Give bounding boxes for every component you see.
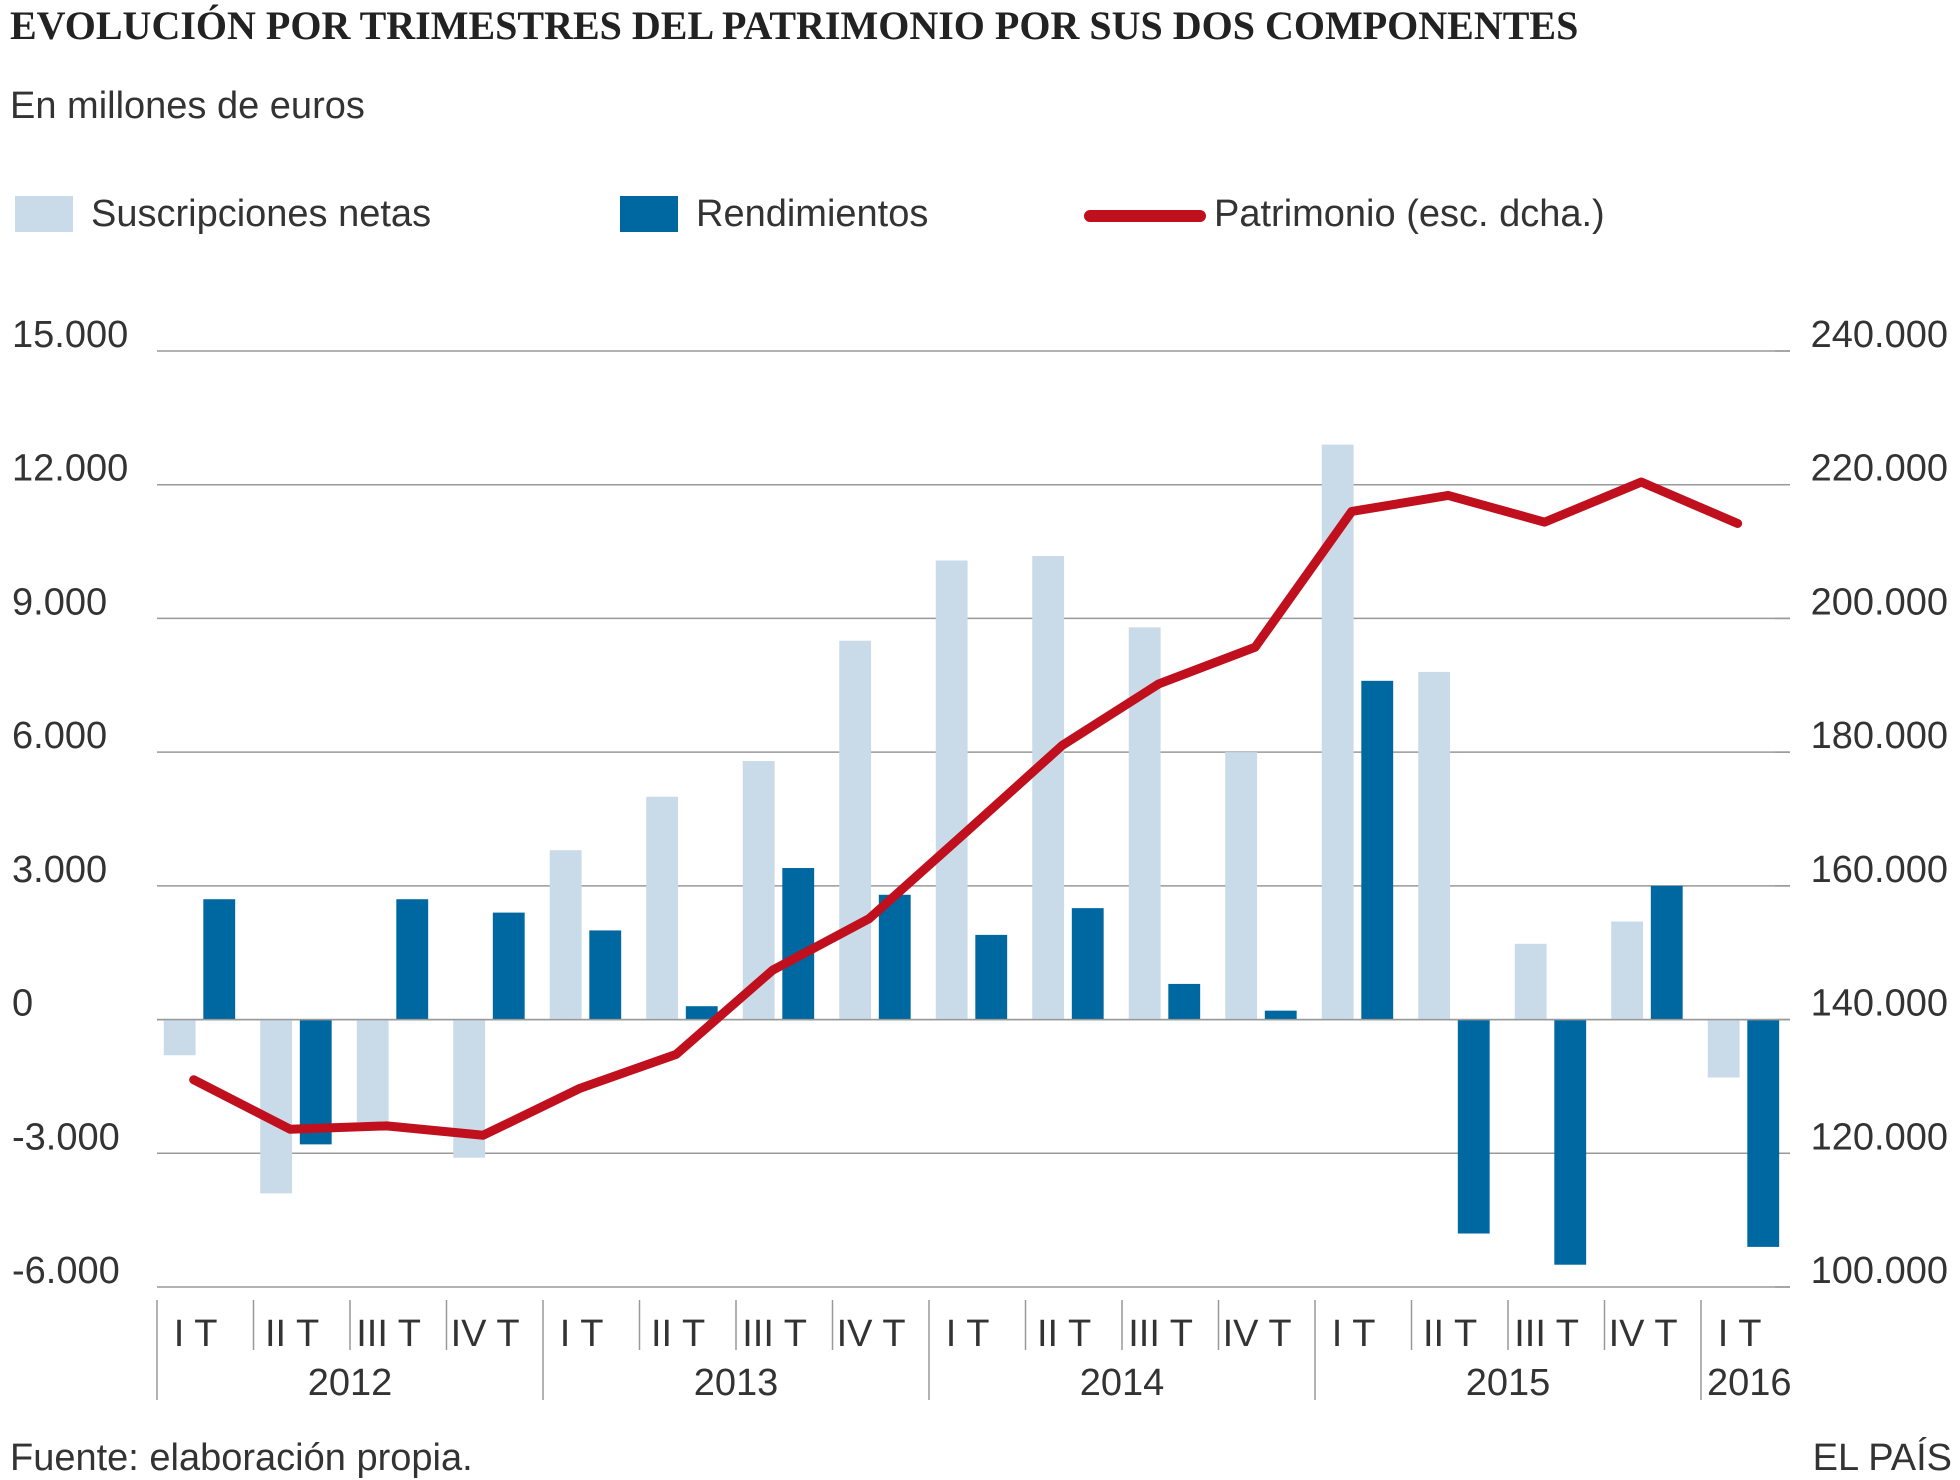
y2-tick-label: 160.000 — [1811, 849, 1948, 891]
line-series — [189, 477, 1743, 1140]
bar — [782, 868, 815, 1020]
bar — [1264, 1010, 1297, 1020]
bar — [1071, 908, 1104, 1020]
x-group-label: 2015 — [1466, 1362, 1551, 1404]
bar — [1032, 556, 1065, 1020]
x-tick-label: III T — [742, 1313, 807, 1355]
x-tick-label: IV T — [1223, 1313, 1292, 1355]
y2-tick-label: 180.000 — [1811, 715, 1948, 757]
y2-tick-label: 240.000 — [1811, 314, 1948, 356]
x-group-label: 2016 — [1707, 1362, 1792, 1404]
x-tick-label: I T — [174, 1313, 218, 1355]
legend-label: Suscripciones netas — [91, 193, 431, 235]
y2-tick-label: 100.000 — [1811, 1250, 1948, 1292]
bar — [1747, 1019, 1780, 1247]
bar — [356, 1019, 389, 1123]
bar — [646, 796, 679, 1020]
y-tick-label: -3.000 — [12, 1116, 120, 1158]
x-tick-label: I T — [560, 1313, 604, 1355]
x-tick-label: III T — [1128, 1313, 1193, 1355]
bar — [1361, 680, 1394, 1020]
y2-tick-label: 120.000 — [1811, 1116, 1948, 1158]
y-tick-label: -6.000 — [12, 1250, 120, 1292]
x-tick-label: I T — [1332, 1313, 1376, 1355]
x-tick-label: II T — [265, 1313, 319, 1355]
bar — [549, 850, 582, 1020]
x-tick-label: III T — [356, 1313, 421, 1355]
y-tick-label: 6.000 — [12, 715, 107, 757]
x-group-label: 2013 — [694, 1362, 779, 1404]
x-tick-label: I T — [1718, 1313, 1762, 1355]
bar — [396, 899, 429, 1020]
y-tick-label: 15.000 — [12, 314, 128, 356]
x-tick-label: II T — [1037, 1313, 1091, 1355]
y-tick-label: 3.000 — [12, 849, 107, 891]
bar — [1554, 1019, 1587, 1265]
brand: EL PAÍS — [1813, 1436, 1952, 1479]
x-group-label: 2012 — [308, 1362, 393, 1404]
y2-tick-label: 220.000 — [1811, 448, 1948, 490]
x-tick-label: II T — [1423, 1313, 1477, 1355]
bar — [839, 640, 872, 1020]
source: Fuente: elaboración propia. — [10, 1437, 473, 1479]
bar — [1707, 1019, 1740, 1078]
chart-subtitle: En millones de euros — [10, 85, 365, 127]
bar — [1225, 752, 1258, 1020]
chart-title: EVOLUCIÓN POR TRIMESTRES DEL PATRIMONIO … — [10, 3, 1578, 48]
x-tick-label: IV T — [837, 1313, 906, 1355]
bar — [1611, 921, 1644, 1020]
bar — [1418, 671, 1451, 1020]
bar — [1457, 1019, 1490, 1234]
x-tick-label: IV T — [1609, 1313, 1678, 1355]
y-tick-label: 9.000 — [12, 581, 107, 623]
x-tick-label: IV T — [451, 1313, 520, 1355]
bar — [260, 1019, 293, 1194]
bar — [685, 1006, 718, 1020]
x-group-label: 2014 — [1080, 1362, 1165, 1404]
legend-label: Rendimientos — [696, 193, 928, 235]
legend-swatch — [620, 196, 678, 232]
x-tick-label: III T — [1514, 1313, 1579, 1355]
x-tick-label: I T — [946, 1313, 990, 1355]
y-tick-label: 0 — [12, 983, 33, 1025]
y2-tick-label: 140.000 — [1811, 983, 1948, 1025]
y2-tick-label: 200.000 — [1811, 581, 1948, 623]
bar — [1650, 885, 1683, 1020]
y-tick-label: 12.000 — [12, 448, 128, 490]
bar — [935, 560, 968, 1020]
bar — [975, 934, 1008, 1020]
legend-label: Patrimonio (esc. dcha.) — [1214, 193, 1605, 235]
bar — [878, 894, 911, 1020]
legend-swatch — [15, 196, 73, 232]
x-tick-label: II T — [651, 1313, 705, 1355]
bar — [492, 912, 525, 1020]
bar — [1514, 943, 1547, 1020]
bar — [203, 899, 236, 1020]
bar — [163, 1019, 196, 1056]
bar — [1168, 983, 1201, 1020]
bar — [589, 930, 622, 1020]
